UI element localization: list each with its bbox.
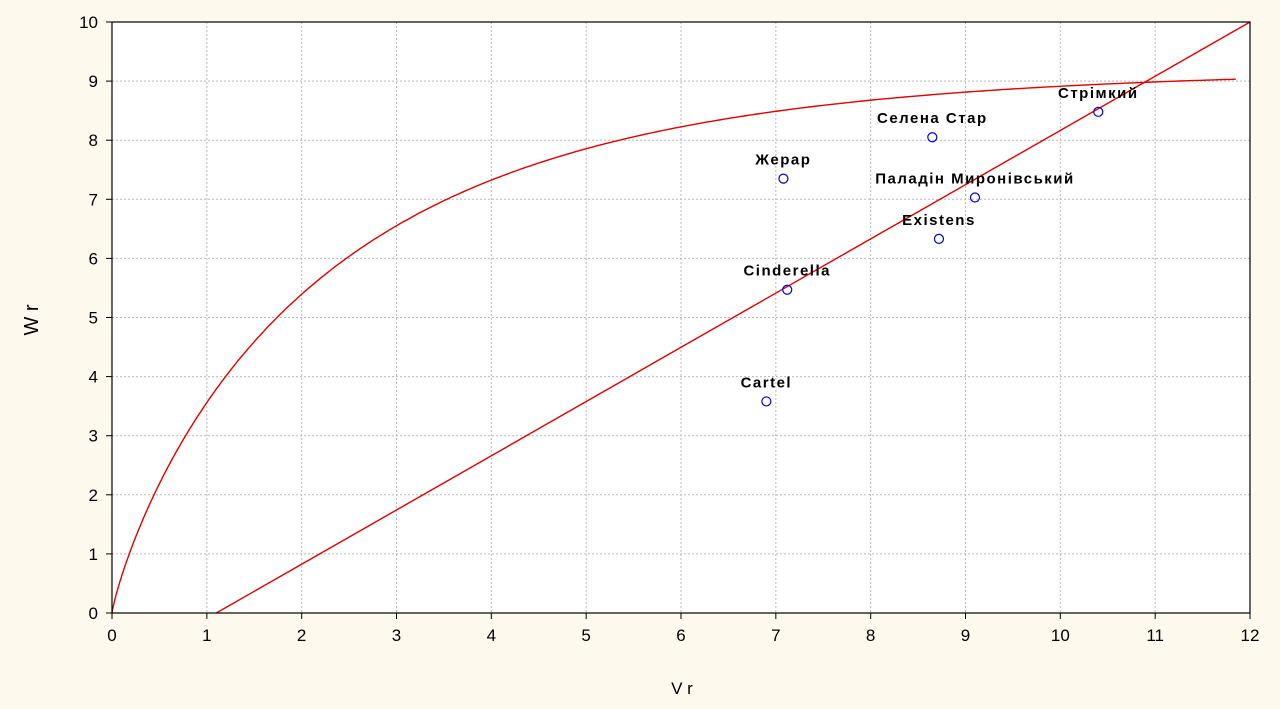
x-tick-label: 10	[1051, 626, 1070, 645]
x-tick-label: 3	[392, 626, 401, 645]
data-point	[1093, 106, 1104, 117]
x-tick-label: 12	[1241, 626, 1260, 645]
data-label: Cartel	[741, 374, 793, 391]
x-tick-label: 4	[487, 626, 496, 645]
data-label: Cinderella	[743, 263, 831, 280]
data-points	[761, 106, 1104, 407]
data-point	[933, 233, 945, 244]
data-label: Паладін Миронівський	[875, 171, 1075, 188]
fit-curves	[111, 21, 1251, 614]
y-tick-label: 2	[89, 486, 98, 505]
regression-line	[215, 21, 1251, 614]
data-point	[782, 284, 793, 295]
data-point	[778, 173, 789, 184]
y-tick-label: 3	[89, 427, 98, 446]
y-tick-label: 0	[89, 604, 98, 623]
x-axis-label: V r	[671, 679, 693, 698]
data-label: Existens	[902, 212, 976, 229]
grid-lines	[112, 22, 1250, 613]
y-axis-label: W r	[21, 304, 43, 335]
x-tick-label: 0	[107, 626, 116, 645]
y-tick-label: 4	[89, 368, 98, 387]
x-tick-label: 8	[866, 626, 875, 645]
y-tick-label: 6	[89, 249, 98, 268]
y-tick-label: 10	[79, 13, 98, 32]
x-tick-label: 9	[961, 626, 970, 645]
data-point	[969, 192, 981, 203]
y-tick-label: 7	[89, 190, 98, 209]
data-label: Селена Стар	[877, 110, 988, 127]
x-tick-label: 7	[771, 626, 780, 645]
x-tick-label: 1	[202, 626, 211, 645]
data-label: Стрімкий	[1058, 85, 1139, 102]
data-label: Жерар	[754, 152, 811, 169]
x-tick-label: 11	[1146, 626, 1164, 645]
x-tick-label: 5	[581, 626, 590, 645]
x-tick-label: 2	[297, 626, 306, 645]
y-tick-label: 8	[89, 131, 98, 150]
x-tick-label: 6	[676, 626, 685, 645]
data-point	[927, 132, 938, 143]
data-point-labels: Стрімкий Селена Стар Жерар Паладін Миронівс…	[741, 85, 1139, 392]
y-tick-label: 5	[89, 309, 98, 328]
y-tick-label: 9	[89, 72, 98, 91]
data-point	[761, 396, 772, 407]
y-tick-label: 1	[89, 545, 98, 564]
saturation-curve	[111, 78, 1236, 614]
